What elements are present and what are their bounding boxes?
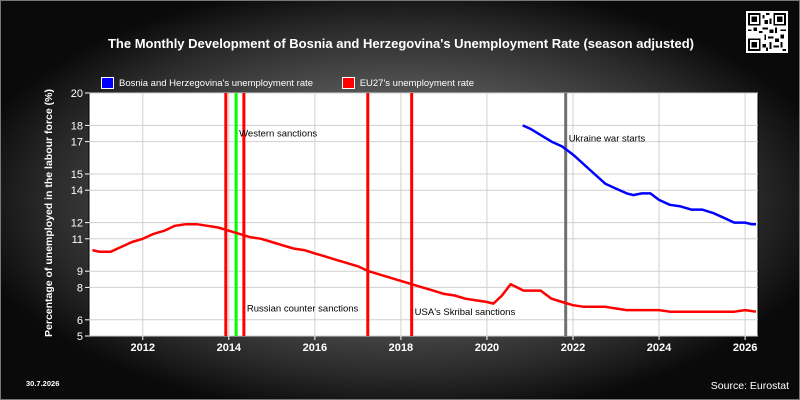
legend: Bosnia and Herzegovina's unemployment ra… (101, 77, 500, 92)
x-tick-label: 2014 (217, 342, 242, 354)
y-tick-label: 14 (71, 185, 83, 197)
series-line-eu27 (92, 222, 757, 313)
y-tick-label: 8 (77, 282, 83, 294)
y-tick-label: 6 (77, 315, 83, 327)
y-tick-label: 17 (71, 137, 83, 149)
event-label: USA's Skribal sanctions (415, 307, 516, 318)
x-tick-label: 2022 (561, 342, 585, 354)
x-tick-label: 2024 (647, 342, 672, 354)
legend-item-eu27: EU27's unemployment rate (341, 77, 474, 89)
event-label: Russian counter sanctions (247, 304, 359, 315)
legend-label-eu27: EU27's unemployment rate (359, 77, 474, 89)
y-tick-label: 12 (71, 218, 83, 230)
chart-title: The Monthly Development of Bosnia and He… (107, 36, 695, 51)
x-tick-label: 2018 (389, 342, 413, 354)
x-tick-label: 2016 (303, 342, 327, 354)
y-tick-label: 20 (71, 88, 83, 100)
date-stamp: 30.7.2026 (26, 379, 60, 388)
y-tick-label: 9 (77, 266, 83, 278)
legend-swatch-blue (101, 77, 114, 89)
legend-item-bih: Bosnia and Herzegovina's unemployment ra… (101, 77, 313, 89)
source-label: Source: Eurostat (710, 380, 789, 392)
legend-swatch-red (341, 77, 355, 89)
y-tick-label: 18 (71, 120, 83, 132)
y-tick-label: 5 (77, 331, 83, 343)
x-tick-label: 2026 (733, 342, 757, 354)
y-tick-label: 11 (72, 234, 83, 246)
event-label: Western sanctions (239, 129, 317, 140)
series-line-bih (522, 124, 756, 226)
qr-code-icon (746, 11, 788, 53)
event-label: Ukraine war starts (569, 134, 646, 145)
x-tick-label: 2012 (131, 342, 155, 354)
y-tick-label: 15 (71, 169, 83, 181)
plot-area (88, 92, 759, 337)
legend-label-bih: Bosnia and Herzegovina's unemployment ra… (119, 77, 314, 89)
x-tick-label: 2020 (475, 342, 499, 354)
